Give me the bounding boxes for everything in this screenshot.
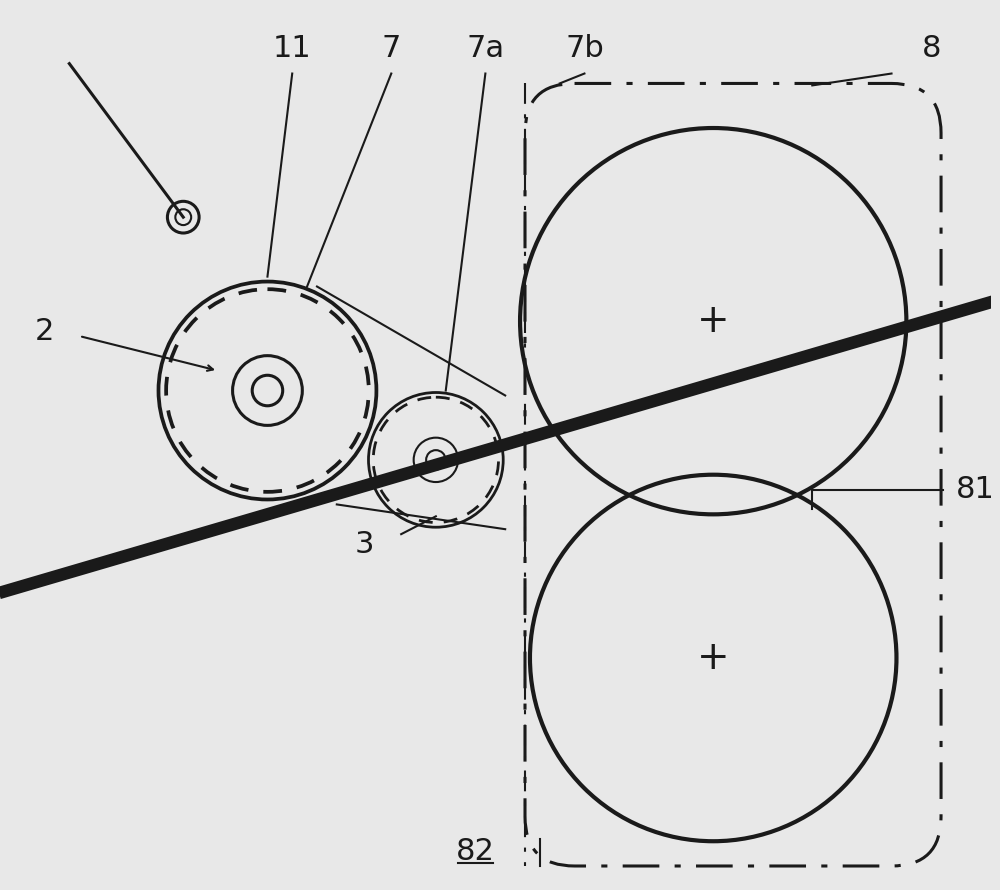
Text: 7b: 7b	[565, 35, 604, 63]
Text: +: +	[697, 303, 730, 340]
Text: 7a: 7a	[466, 35, 504, 63]
Text: 3: 3	[355, 530, 374, 559]
Text: 7: 7	[382, 35, 401, 63]
Text: +: +	[697, 639, 730, 677]
Text: 11: 11	[273, 35, 312, 63]
Text: 8: 8	[921, 35, 941, 63]
Text: 81: 81	[956, 475, 995, 504]
Text: 82: 82	[456, 837, 495, 866]
Text: 2: 2	[35, 317, 54, 345]
